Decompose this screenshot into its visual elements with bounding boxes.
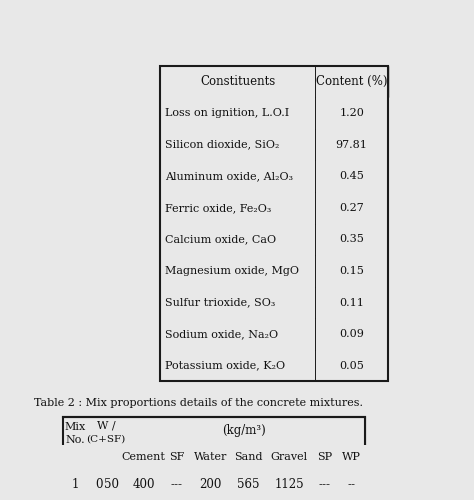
Bar [160, 255, 388, 287]
Text: 0.35: 0.35 [339, 234, 364, 244]
Text: WP: WP [342, 452, 361, 462]
Text: Water: Water [193, 452, 227, 462]
Text: Constituents: Constituents [200, 75, 275, 88]
Text: ---: --- [319, 478, 331, 491]
Bar [338, 470, 365, 500]
Bar [338, 444, 365, 469]
Text: 1.20: 1.20 [339, 108, 364, 118]
Text: 0.15: 0.15 [339, 266, 364, 276]
Text: --: -- [347, 478, 356, 491]
Bar [160, 318, 388, 350]
Bar [267, 444, 311, 469]
Text: (kg/m³): (kg/m³) [222, 424, 266, 438]
Bar [63, 418, 88, 470]
Text: 50: 50 [104, 478, 119, 491]
Bar [63, 418, 365, 500]
Bar [160, 224, 388, 255]
Text: 0.45: 0.45 [339, 172, 364, 181]
Text: 0.05: 0.05 [339, 360, 364, 370]
Text: Sodium oxide, Na₂O: Sodium oxide, Na₂O [164, 329, 278, 339]
Bar [63, 470, 88, 500]
Text: SP: SP [317, 452, 332, 462]
Bar [160, 66, 388, 382]
Text: No.: No. [65, 435, 85, 445]
Text: Cement: Cement [122, 452, 166, 462]
Text: Magnesium oxide, MgO: Magnesium oxide, MgO [164, 266, 299, 276]
Text: Calcium oxide, CaO: Calcium oxide, CaO [164, 234, 276, 244]
Text: 565: 565 [237, 478, 260, 491]
Bar [230, 470, 267, 500]
Bar [160, 350, 388, 382]
Bar [160, 98, 388, 129]
Bar [160, 129, 388, 160]
Text: Loss on ignition, L.O.I: Loss on ignition, L.O.I [164, 108, 289, 118]
Bar [124, 470, 164, 500]
Text: Potassium oxide, K₂O: Potassium oxide, K₂O [164, 360, 285, 370]
Text: Sand: Sand [234, 452, 263, 462]
Text: Table 2 : Mix proportions details of the concrete mixtures.: Table 2 : Mix proportions details of the… [34, 398, 364, 407]
Bar [267, 470, 311, 500]
Bar [88, 470, 124, 500]
Text: ---: --- [171, 478, 183, 491]
Bar [160, 192, 388, 224]
Text: Silicon dioxide, SiO₂: Silicon dioxide, SiO₂ [164, 140, 279, 149]
Bar [124, 418, 365, 444]
Text: 200: 200 [199, 478, 221, 491]
Text: 1: 1 [72, 478, 79, 491]
Text: Ferric oxide, Fe₂O₃: Ferric oxide, Fe₂O₃ [164, 203, 271, 213]
Text: W /: W / [97, 421, 115, 431]
Text: Gravel: Gravel [271, 452, 308, 462]
Bar [164, 470, 191, 500]
Bar [230, 444, 267, 469]
Bar [160, 66, 388, 98]
Text: 400: 400 [133, 478, 155, 491]
Text: 0: 0 [95, 478, 102, 491]
Text: 0.27: 0.27 [339, 203, 364, 213]
Text: Mix: Mix [65, 422, 86, 432]
Bar [124, 444, 164, 469]
Text: 0.09: 0.09 [339, 329, 364, 339]
Text: 97.81: 97.81 [336, 140, 367, 149]
Bar [191, 470, 230, 500]
Text: Aluminum oxide, Al₂O₃: Aluminum oxide, Al₂O₃ [164, 172, 293, 181]
Text: Sulfur trioxide, SO₃: Sulfur trioxide, SO₃ [164, 298, 275, 308]
Bar [88, 418, 124, 470]
Bar [164, 444, 191, 469]
Text: SF: SF [169, 452, 185, 462]
Bar [160, 287, 388, 318]
Bar [160, 160, 388, 192]
Bar [191, 444, 230, 469]
Bar [311, 470, 338, 500]
Text: Content (%): Content (%) [316, 75, 387, 88]
Text: (C+SF): (C+SF) [86, 435, 126, 444]
Bar [311, 444, 338, 469]
Text: 1125: 1125 [274, 478, 304, 491]
Text: 0.11: 0.11 [339, 298, 364, 308]
